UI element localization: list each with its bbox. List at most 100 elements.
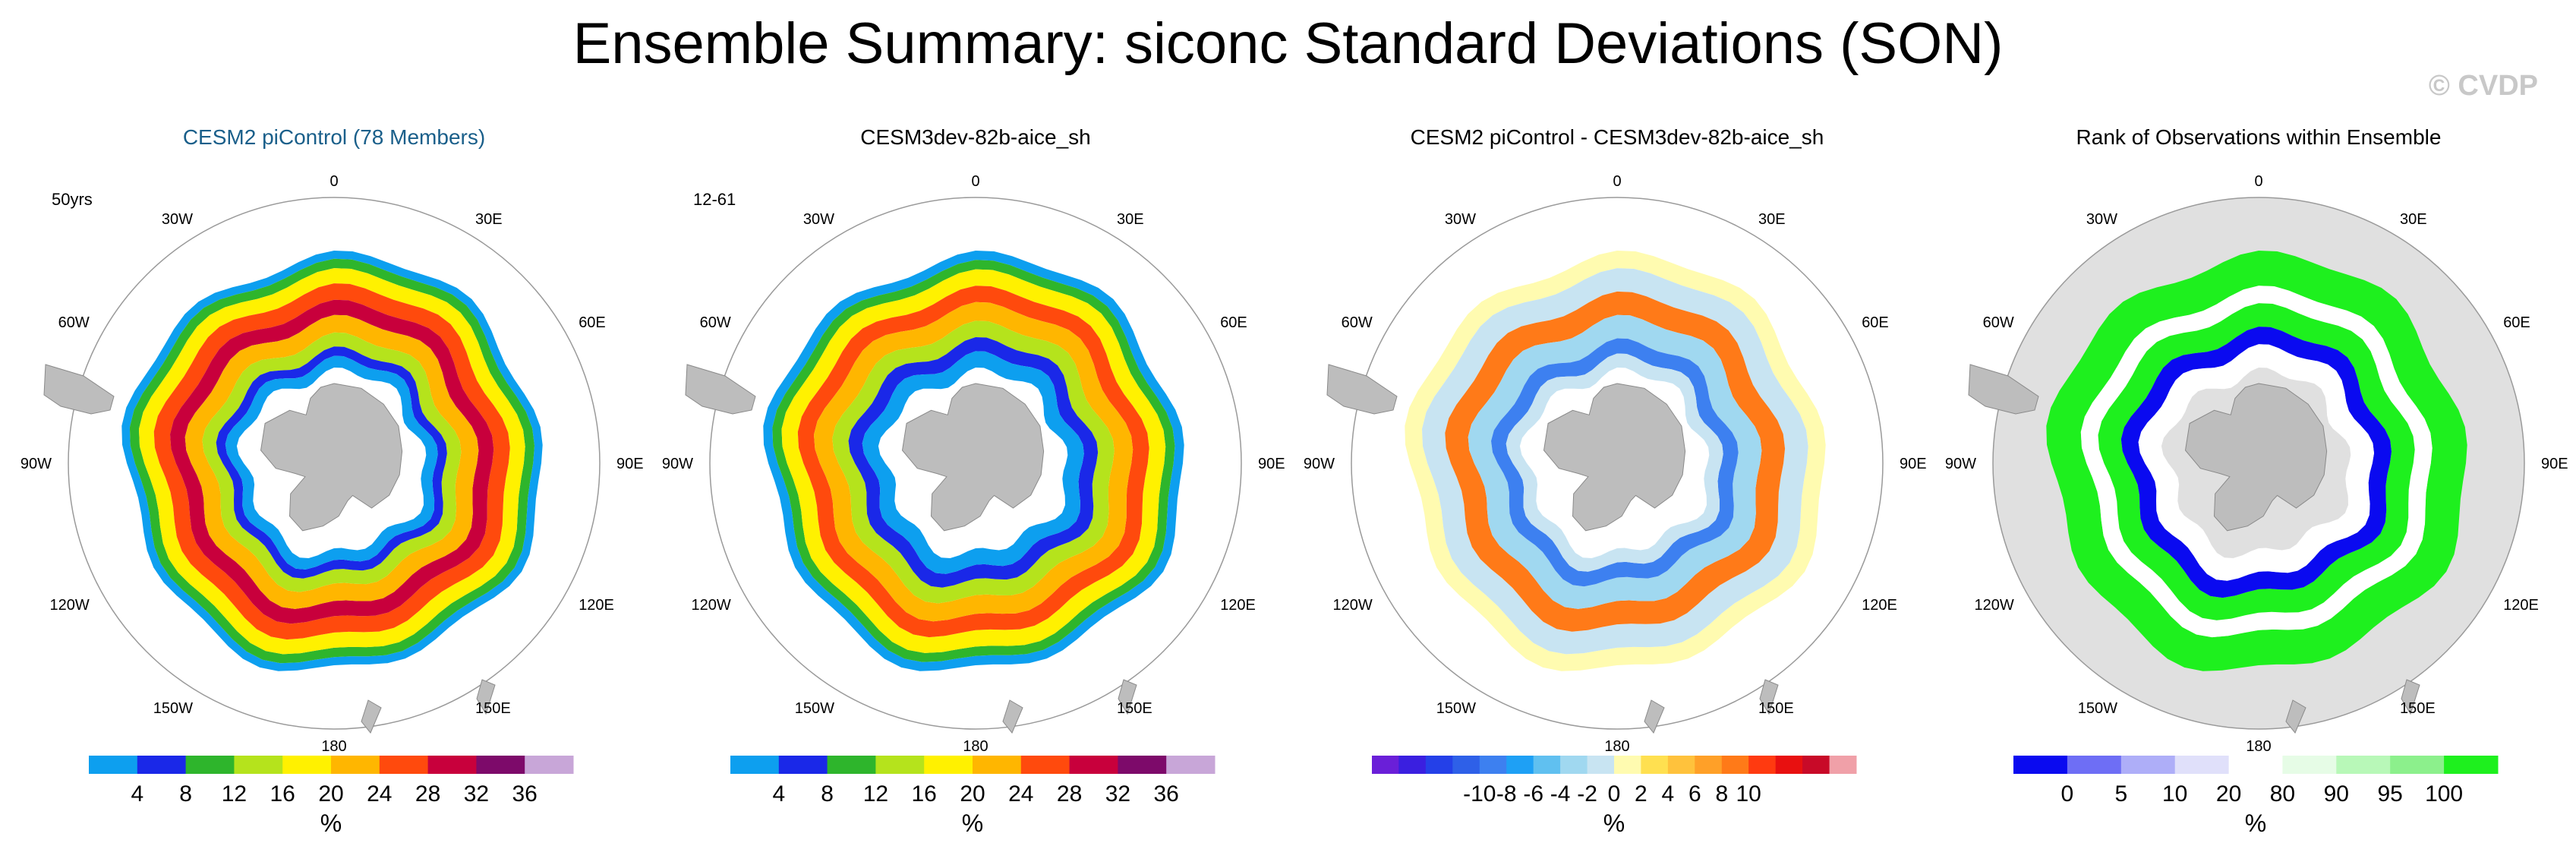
longitude-label: 60E — [1220, 314, 1247, 331]
colorbar-tick-label: 90 — [2324, 781, 2349, 807]
longitude-label: 150W — [2078, 700, 2117, 717]
colorbar-tick-label: 100 — [2425, 781, 2463, 807]
colorbar-swatch — [525, 756, 574, 774]
colorbar-swatch — [427, 756, 477, 774]
colorbar-swatch — [234, 756, 283, 774]
panel-rank: Rank of Observations within Ensemble 0 30E… — [1945, 125, 2568, 837]
colorbar-tick-label: 10 — [1736, 781, 1761, 807]
colorbar-swatch — [924, 756, 973, 774]
longitude-label: 30E — [2400, 211, 2427, 228]
colorbar-tick-label: -8 — [1496, 781, 1517, 807]
colorbar-unit: % — [962, 810, 983, 837]
colorbar-swatch — [1775, 756, 1803, 774]
longitude-label: 30E — [1758, 211, 1786, 228]
colorbar-swatch — [1020, 756, 1070, 774]
longitude-label: 60E — [579, 314, 606, 331]
colorbar-swatch — [379, 756, 429, 774]
longitude-label: 90E — [2541, 456, 2568, 472]
new-zealand-land — [2401, 679, 2420, 715]
longitude-label: 120E — [2503, 597, 2539, 614]
longitude-label: 60E — [2503, 314, 2530, 331]
longitude-label: 30W — [1445, 211, 1476, 228]
colorbar-tick-label: 16 — [270, 781, 295, 807]
longitude-label: 90W — [20, 456, 52, 472]
longitude-label: 180 — [321, 738, 346, 755]
colorbar-swatch — [778, 756, 828, 774]
colorbar-tick-label: 8 — [1715, 781, 1728, 807]
colorbar-tick-label: 20 — [318, 781, 343, 807]
colorbar-swatch — [2228, 756, 2283, 774]
colorbar-swatch — [476, 756, 525, 774]
colorbar-tick-label: -6 — [1523, 781, 1543, 807]
longitude-label: 90E — [1900, 456, 1927, 472]
colorbar-tick-label: 4 — [131, 781, 143, 807]
colorbar-swatch — [185, 756, 235, 774]
colorbar-tick-label: 95 — [2378, 781, 2403, 807]
colorbar-tick-label: 12 — [863, 781, 888, 807]
colorbar-swatch — [1398, 756, 1427, 774]
colorbar-swatch — [1506, 756, 1534, 774]
colorbar-tick-label: 8 — [179, 781, 192, 807]
longitude-label: 60W — [58, 314, 90, 331]
colorbar-swatch — [1118, 756, 1167, 774]
colorbar-swatch — [1479, 756, 1507, 774]
longitude-label: 150E — [1117, 700, 1152, 717]
colorbar-swatch — [875, 756, 925, 774]
colorbar-swatch — [1829, 756, 1857, 774]
longitude-label: 90E — [1258, 456, 1285, 472]
longitude-label: 0 — [329, 173, 338, 190]
colorbar-tick-label: 0 — [1608, 781, 1621, 807]
figure-title: Ensemble Summary: siconc Standard Deviat… — [572, 11, 2004, 76]
colorbar-tick-label: 2 — [1635, 781, 1647, 807]
colorbar-swatch — [1533, 756, 1561, 774]
colorbar-tick-label: 4 — [1662, 781, 1675, 807]
colorbar-tick-label: 6 — [1688, 781, 1701, 807]
colorbar-swatch — [137, 756, 187, 774]
longitude-label: 30W — [162, 211, 193, 228]
south-america-land — [1326, 364, 1398, 415]
longitude-label: 150E — [2400, 700, 2436, 717]
colorbar-tick-label: 5 — [2114, 781, 2127, 807]
colorbar-swatch — [2282, 756, 2337, 774]
colorbar-swatch — [2013, 756, 2068, 774]
colorbar-tick-label: 24 — [367, 781, 392, 807]
colorbar-swatch — [2336, 756, 2391, 774]
tasmania-land — [1002, 699, 1023, 734]
colorbar-tick-label: 20 — [960, 781, 985, 807]
colorbar-tick-label: 16 — [912, 781, 937, 807]
longitude-label: 150W — [153, 700, 193, 717]
colorbar-tick-label: -10 — [1463, 781, 1496, 807]
longitude-label: 90W — [1945, 456, 1976, 472]
longitude-label: 120E — [1862, 597, 1897, 614]
antarctica-land — [901, 383, 1045, 532]
colorbar-tick-label: 20 — [2216, 781, 2241, 807]
colorbar-swatch — [2444, 756, 2499, 774]
colorbar-tick-label: 36 — [1154, 781, 1179, 807]
colorbar-unit: % — [1603, 810, 1625, 837]
colorbar-swatch — [1695, 756, 1723, 774]
longitude-label: 60E — [1862, 314, 1889, 331]
colorbar-swatch — [1372, 756, 1399, 774]
colorbar-tick-label: 28 — [1057, 781, 1082, 807]
colorbar-swatch — [1587, 756, 1615, 774]
longitude-label: 150E — [1758, 700, 1794, 717]
colorbar-swatch — [730, 756, 780, 774]
longitude-label: 30W — [2086, 211, 2117, 228]
colorbar-swatch — [89, 756, 138, 774]
longitude-label: 150W — [795, 700, 834, 717]
colorbar-tick-label: 0 — [2061, 781, 2074, 807]
longitude-label: 120W — [50, 597, 90, 614]
longitude-label: 90W — [1304, 456, 1335, 472]
longitude-label: 120W — [1975, 597, 2014, 614]
longitude-label: 180 — [1604, 738, 1629, 755]
longitude-label: 0 — [971, 173, 979, 190]
colorbar-swatch — [1560, 756, 1588, 774]
colorbar-tick-label: -2 — [1577, 781, 1597, 807]
longitude-label: 90W — [662, 456, 693, 472]
longitude-label: 0 — [2254, 173, 2262, 190]
panel-cesm3dev: CESM3dev-82b-aice_sh 12-61 0 30E 60E 90E 120E 1… — [662, 125, 1285, 837]
panel-title: CESM2 piControl (78 Members) — [183, 125, 485, 149]
longitude-label: 120W — [692, 597, 731, 614]
longitude-label: 0 — [1613, 173, 1621, 190]
tasmania-land — [361, 699, 382, 734]
